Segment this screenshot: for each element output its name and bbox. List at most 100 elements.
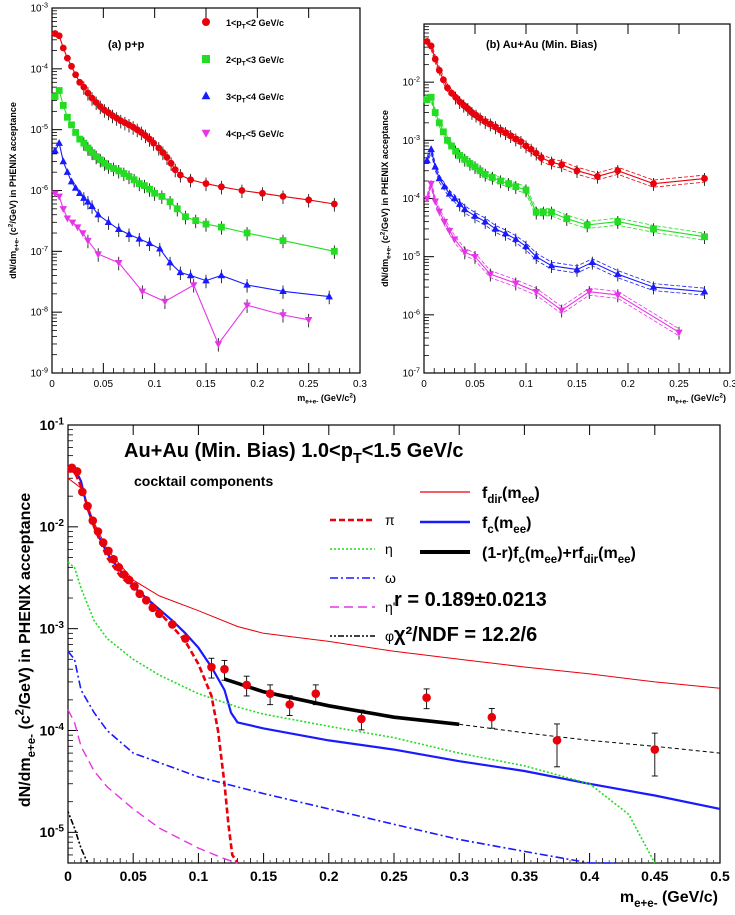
data-point-0: [68, 62, 75, 70]
data-point-2: [88, 202, 96, 210]
data-point-0: [512, 135, 520, 143]
x-tick-label: 0: [421, 379, 427, 390]
data-point-0: [492, 123, 499, 131]
data-point-1: [563, 215, 571, 223]
data-point-0: [279, 192, 287, 200]
data-point-1: [583, 221, 591, 229]
data-point-1: [166, 198, 174, 206]
data-point-3: [79, 230, 87, 238]
y-tick-label: 10-6: [30, 183, 48, 197]
series-line-0: [67, 477, 721, 689]
data-point: [88, 516, 98, 525]
panel-b-auau: 0 0.05 0.1 0.15 0.2 0.25 0.3 10-7 10-6 10-5 10-4 10…: [379, 23, 735, 406]
data-point: [181, 634, 190, 643]
data-point: [552, 736, 562, 745]
series-line-8: [67, 811, 89, 864]
data-point: [650, 745, 660, 754]
cocktail-label: cocktail components: [134, 473, 273, 489]
data-point-0: [486, 120, 494, 128]
data-point-1: [330, 247, 338, 255]
data-point-0: [202, 180, 210, 187]
data-point: [109, 554, 118, 564]
data-point-0: [163, 154, 171, 161]
theory-band-upper-0: [426, 37, 705, 181]
data-point-3: [161, 298, 169, 306]
data-point-3: [189, 282, 198, 290]
data-point-0: [259, 189, 266, 197]
x-tick-label: 0.05: [120, 868, 147, 884]
data-point-3: [471, 253, 479, 261]
y-tick-label: 10-5: [402, 249, 420, 263]
x-tick-label: 0.2: [621, 379, 635, 390]
data-point-1: [110, 165, 117, 172]
data-point-2: [145, 239, 154, 247]
x-tick-label: 0.15: [250, 868, 277, 884]
data-point-0: [594, 172, 601, 180]
panel-c-cocktail: 0 0.05 0.1 0.15 0.2 0.25 0.3 0.35 0.4 0.45 0.5 10-5…: [15, 416, 730, 910]
data-point-1: [158, 192, 166, 200]
data-point-2: [135, 234, 144, 242]
data-point-0: [167, 159, 175, 167]
data-point: [93, 527, 103, 536]
data-point-2: [279, 287, 287, 295]
legend-label-1: 2<pT<3 GeV/c: [226, 55, 284, 68]
data-point-0: [448, 89, 455, 97]
data-point-2: [491, 224, 500, 232]
data-point: [72, 467, 82, 476]
data-point-0: [481, 118, 489, 125]
y-tick-label: 10-5: [30, 122, 48, 136]
data-point: [285, 700, 294, 709]
theory-curve-2: [54, 141, 330, 298]
data-point-2: [166, 258, 174, 266]
theory-band-upper-3: [426, 179, 680, 330]
data-point-3: [435, 208, 444, 216]
data-point-1: [435, 119, 443, 127]
x-tick-label: 0: [64, 868, 72, 884]
data-point-3: [63, 215, 72, 223]
data-point-3: [486, 271, 495, 279]
series-line-5: [67, 561, 656, 864]
x-tick-label: 0.35: [511, 868, 538, 884]
data-point: [141, 595, 151, 605]
data-point-2: [588, 258, 597, 266]
theory-band-lower-2: [426, 151, 705, 296]
data-point-0: [76, 78, 84, 86]
x-tick-label: 0.3: [353, 379, 367, 390]
cocktail-legend-label-2: ω: [385, 570, 396, 586]
y-axis-title: dN/dme+e- (c2/GeV) in PHENIX acceptance: [379, 110, 392, 287]
x-tick-label: 0: [49, 379, 55, 390]
data-point-1: [448, 142, 455, 150]
data-point-3: [51, 190, 59, 198]
x-tick-label: 0.15: [567, 379, 587, 390]
data-point-2: [104, 218, 113, 226]
x-tick-label: 0.4: [580, 868, 600, 884]
data-point-2: [63, 168, 72, 175]
data-point: [357, 714, 366, 724]
data-point-1: [431, 109, 439, 116]
data-point-0: [72, 71, 80, 79]
data-point-1: [466, 160, 474, 167]
data-point-1: [141, 182, 148, 190]
data-point-2: [186, 271, 195, 279]
data-point: [104, 546, 113, 556]
y-tick-label: 10-4: [30, 61, 48, 75]
data-point-2: [440, 182, 449, 190]
data-point-0: [88, 94, 96, 102]
data-point-3: [461, 249, 469, 257]
data-point-0: [431, 55, 439, 63]
data-point-1: [243, 229, 251, 237]
y-tick-label: 10-1: [39, 416, 64, 433]
data-point-0: [176, 171, 184, 179]
data-point-2: [481, 217, 489, 225]
data-point-3: [675, 329, 683, 337]
data-point-0: [64, 54, 71, 62]
data-point-3: [68, 219, 77, 227]
data-point-2: [94, 210, 102, 218]
data-point-2: [522, 242, 530, 250]
data-point-2: [450, 194, 459, 202]
x-tick-label: 0.25: [380, 868, 407, 884]
data-point-3: [59, 206, 68, 213]
data-point-1: [548, 208, 555, 216]
data-point: [154, 609, 164, 619]
